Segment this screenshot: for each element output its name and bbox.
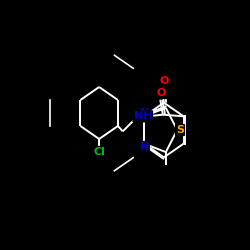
- Text: Cl: Cl: [93, 147, 105, 157]
- Text: S: S: [176, 125, 184, 135]
- Text: N: N: [140, 108, 149, 118]
- Text: N: N: [140, 142, 149, 152]
- Text: O: O: [157, 88, 166, 98]
- Text: O: O: [159, 76, 168, 86]
- Text: NH: NH: [134, 111, 152, 121]
